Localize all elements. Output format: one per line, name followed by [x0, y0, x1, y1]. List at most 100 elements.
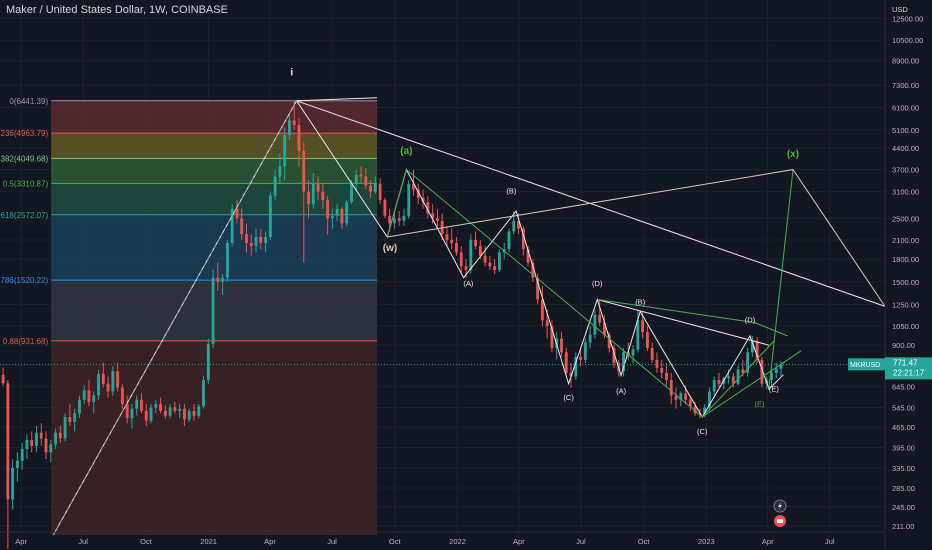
fib-level-label: 0.5(3310.87) — [3, 179, 49, 188]
time-tick-label: Jul — [78, 537, 88, 546]
candle-body — [92, 395, 96, 402]
wave-label: (a) — [400, 146, 412, 157]
candle-body — [655, 359, 659, 368]
fib-level-label: 0(6441.39) — [9, 97, 48, 106]
price-tick-label: 10500.00 — [892, 36, 923, 45]
price-tick-label: 7300.00 — [892, 81, 919, 90]
price-tick-label: 335.00 — [892, 464, 915, 473]
lightning-icon[interactable] — [773, 499, 787, 513]
candle-body — [359, 174, 363, 177]
candle-body — [354, 174, 358, 184]
candle-body — [416, 189, 420, 198]
candle-body — [44, 438, 48, 453]
fib-level-label: 618(2572.07) — [1, 211, 49, 220]
candle-body — [321, 191, 325, 200]
wave-line — [597, 299, 770, 346]
candle-body — [178, 408, 182, 411]
candle-body — [264, 237, 267, 243]
fib-zone — [51, 133, 378, 159]
candle-body — [612, 347, 616, 363]
price-axis[interactable]: USD 211.00 245.00 285.00 335.00 395.00 465.00… — [884, 0, 932, 550]
time-tick-label: 2021 — [200, 537, 217, 546]
wave-label: (E) — [755, 399, 766, 408]
wave-label: (C) — [563, 393, 574, 402]
candle-body — [58, 432, 62, 439]
candle-body — [498, 252, 501, 270]
wave-label: (B) — [506, 187, 517, 196]
wave-line — [52, 100, 298, 536]
candle-body — [240, 218, 244, 235]
candle-body — [507, 231, 511, 250]
candle-body — [631, 349, 635, 356]
candle-body — [187, 410, 191, 420]
wave-line — [597, 299, 788, 337]
candle-body — [6, 383, 10, 500]
price-tick-label: 1050.00 — [892, 322, 919, 331]
price-axis-currency: USD — [892, 5, 908, 14]
candle-body — [474, 239, 477, 247]
time-tick-label: Jul — [327, 537, 337, 546]
fib-level-label: 0.88(931.68) — [3, 337, 49, 346]
wave-label: (E) — [769, 384, 780, 393]
candle-body — [760, 359, 764, 384]
candle-body — [11, 467, 15, 500]
candle-body — [512, 220, 516, 232]
candle-body — [335, 208, 339, 216]
candle-body — [669, 380, 673, 396]
candle-body — [402, 215, 406, 221]
candle-body — [221, 277, 225, 282]
candle-body — [288, 120, 291, 135]
candle-body — [459, 252, 463, 267]
candle-body — [316, 183, 320, 192]
candle-body — [755, 341, 759, 360]
time-tick-label: Apr — [264, 537, 276, 546]
candle-body — [211, 277, 215, 344]
candle-body — [483, 255, 487, 263]
candle-body — [603, 322, 606, 335]
candle-body — [273, 176, 277, 196]
candle-body — [526, 249, 530, 263]
last-price-tag: MKRUSD 771.47 22:21:17 — [848, 357, 932, 380]
candle-body — [564, 352, 568, 373]
candle-body — [340, 208, 344, 224]
price-tick-label: 3100.00 — [892, 188, 919, 197]
candle-body — [445, 234, 449, 240]
price-tick-label: 245.00 — [892, 503, 915, 512]
candle-body — [345, 202, 349, 224]
candle-body — [125, 404, 129, 419]
time-tick-label: Apr — [762, 537, 774, 546]
candle-body — [283, 134, 287, 167]
tradingview-logo-icon[interactable] — [774, 515, 786, 527]
candle-body — [87, 390, 91, 402]
time-tick-label: Oct — [389, 537, 402, 546]
candle-body — [73, 413, 77, 422]
price-tick-label: 900.00 — [892, 341, 915, 350]
candle-body — [746, 352, 750, 373]
fib-level-label: 786(1520.22) — [1, 276, 49, 285]
candle-body — [68, 416, 72, 422]
candle-body — [574, 356, 578, 377]
wave-label: (B) — [635, 297, 646, 306]
candle-body — [163, 410, 167, 416]
candle-body — [579, 356, 582, 360]
candle-body — [426, 202, 430, 214]
price-tick-label: 211.00 — [892, 522, 914, 531]
bar-countdown: 22:21:17 — [893, 368, 925, 377]
candle-body — [531, 262, 535, 278]
candle-body — [350, 183, 353, 203]
candle-body — [641, 320, 645, 333]
candle-body — [545, 320, 549, 327]
candle-body — [727, 376, 730, 379]
wave-label: (A) — [463, 279, 474, 288]
candle-body — [183, 408, 186, 420]
time-axis[interactable]: Apr Jul Oct 2021 Apr Jul Oct 2022 Apr Jul Oct 2023 A… — [0, 531, 885, 546]
price-tick-label: 465.00 — [892, 423, 915, 432]
candle-body — [259, 237, 263, 243]
candle-body — [736, 369, 740, 384]
candle-body — [230, 208, 234, 243]
candle-body — [626, 352, 630, 356]
candle-body — [20, 449, 24, 461]
candle-body — [435, 218, 439, 221]
candle-body — [154, 404, 158, 408]
